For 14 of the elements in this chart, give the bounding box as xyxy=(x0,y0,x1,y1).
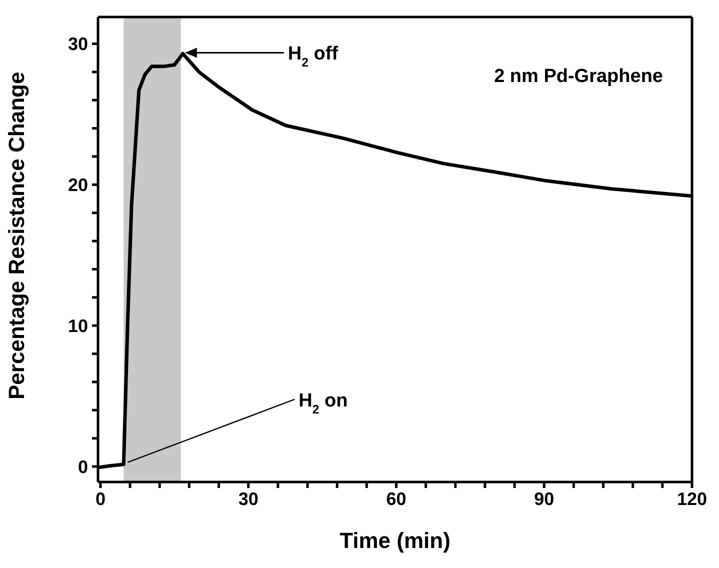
y-tick-label: 10 xyxy=(68,316,88,336)
x-tick-label: 90 xyxy=(534,488,554,509)
x-tick-label: 60 xyxy=(386,488,406,509)
x-axis-title: Time (min) xyxy=(340,528,450,553)
y-tick-label: 30 xyxy=(68,34,88,54)
annotation: H$_{2}$ on xyxy=(298,390,348,416)
y-tick-label: 20 xyxy=(68,175,88,196)
annotation: H$_{2}$ off xyxy=(288,44,339,70)
y-axis-title: Percentage Resistance Change xyxy=(4,72,29,400)
x-tick-label: 0 xyxy=(95,488,106,509)
y-tick-label: 0 xyxy=(78,456,88,477)
x-tick-label: 120 xyxy=(676,488,708,509)
x-tick-label: 30 xyxy=(238,488,258,509)
annotation: 2 nm Pd-Graphene xyxy=(494,66,663,87)
